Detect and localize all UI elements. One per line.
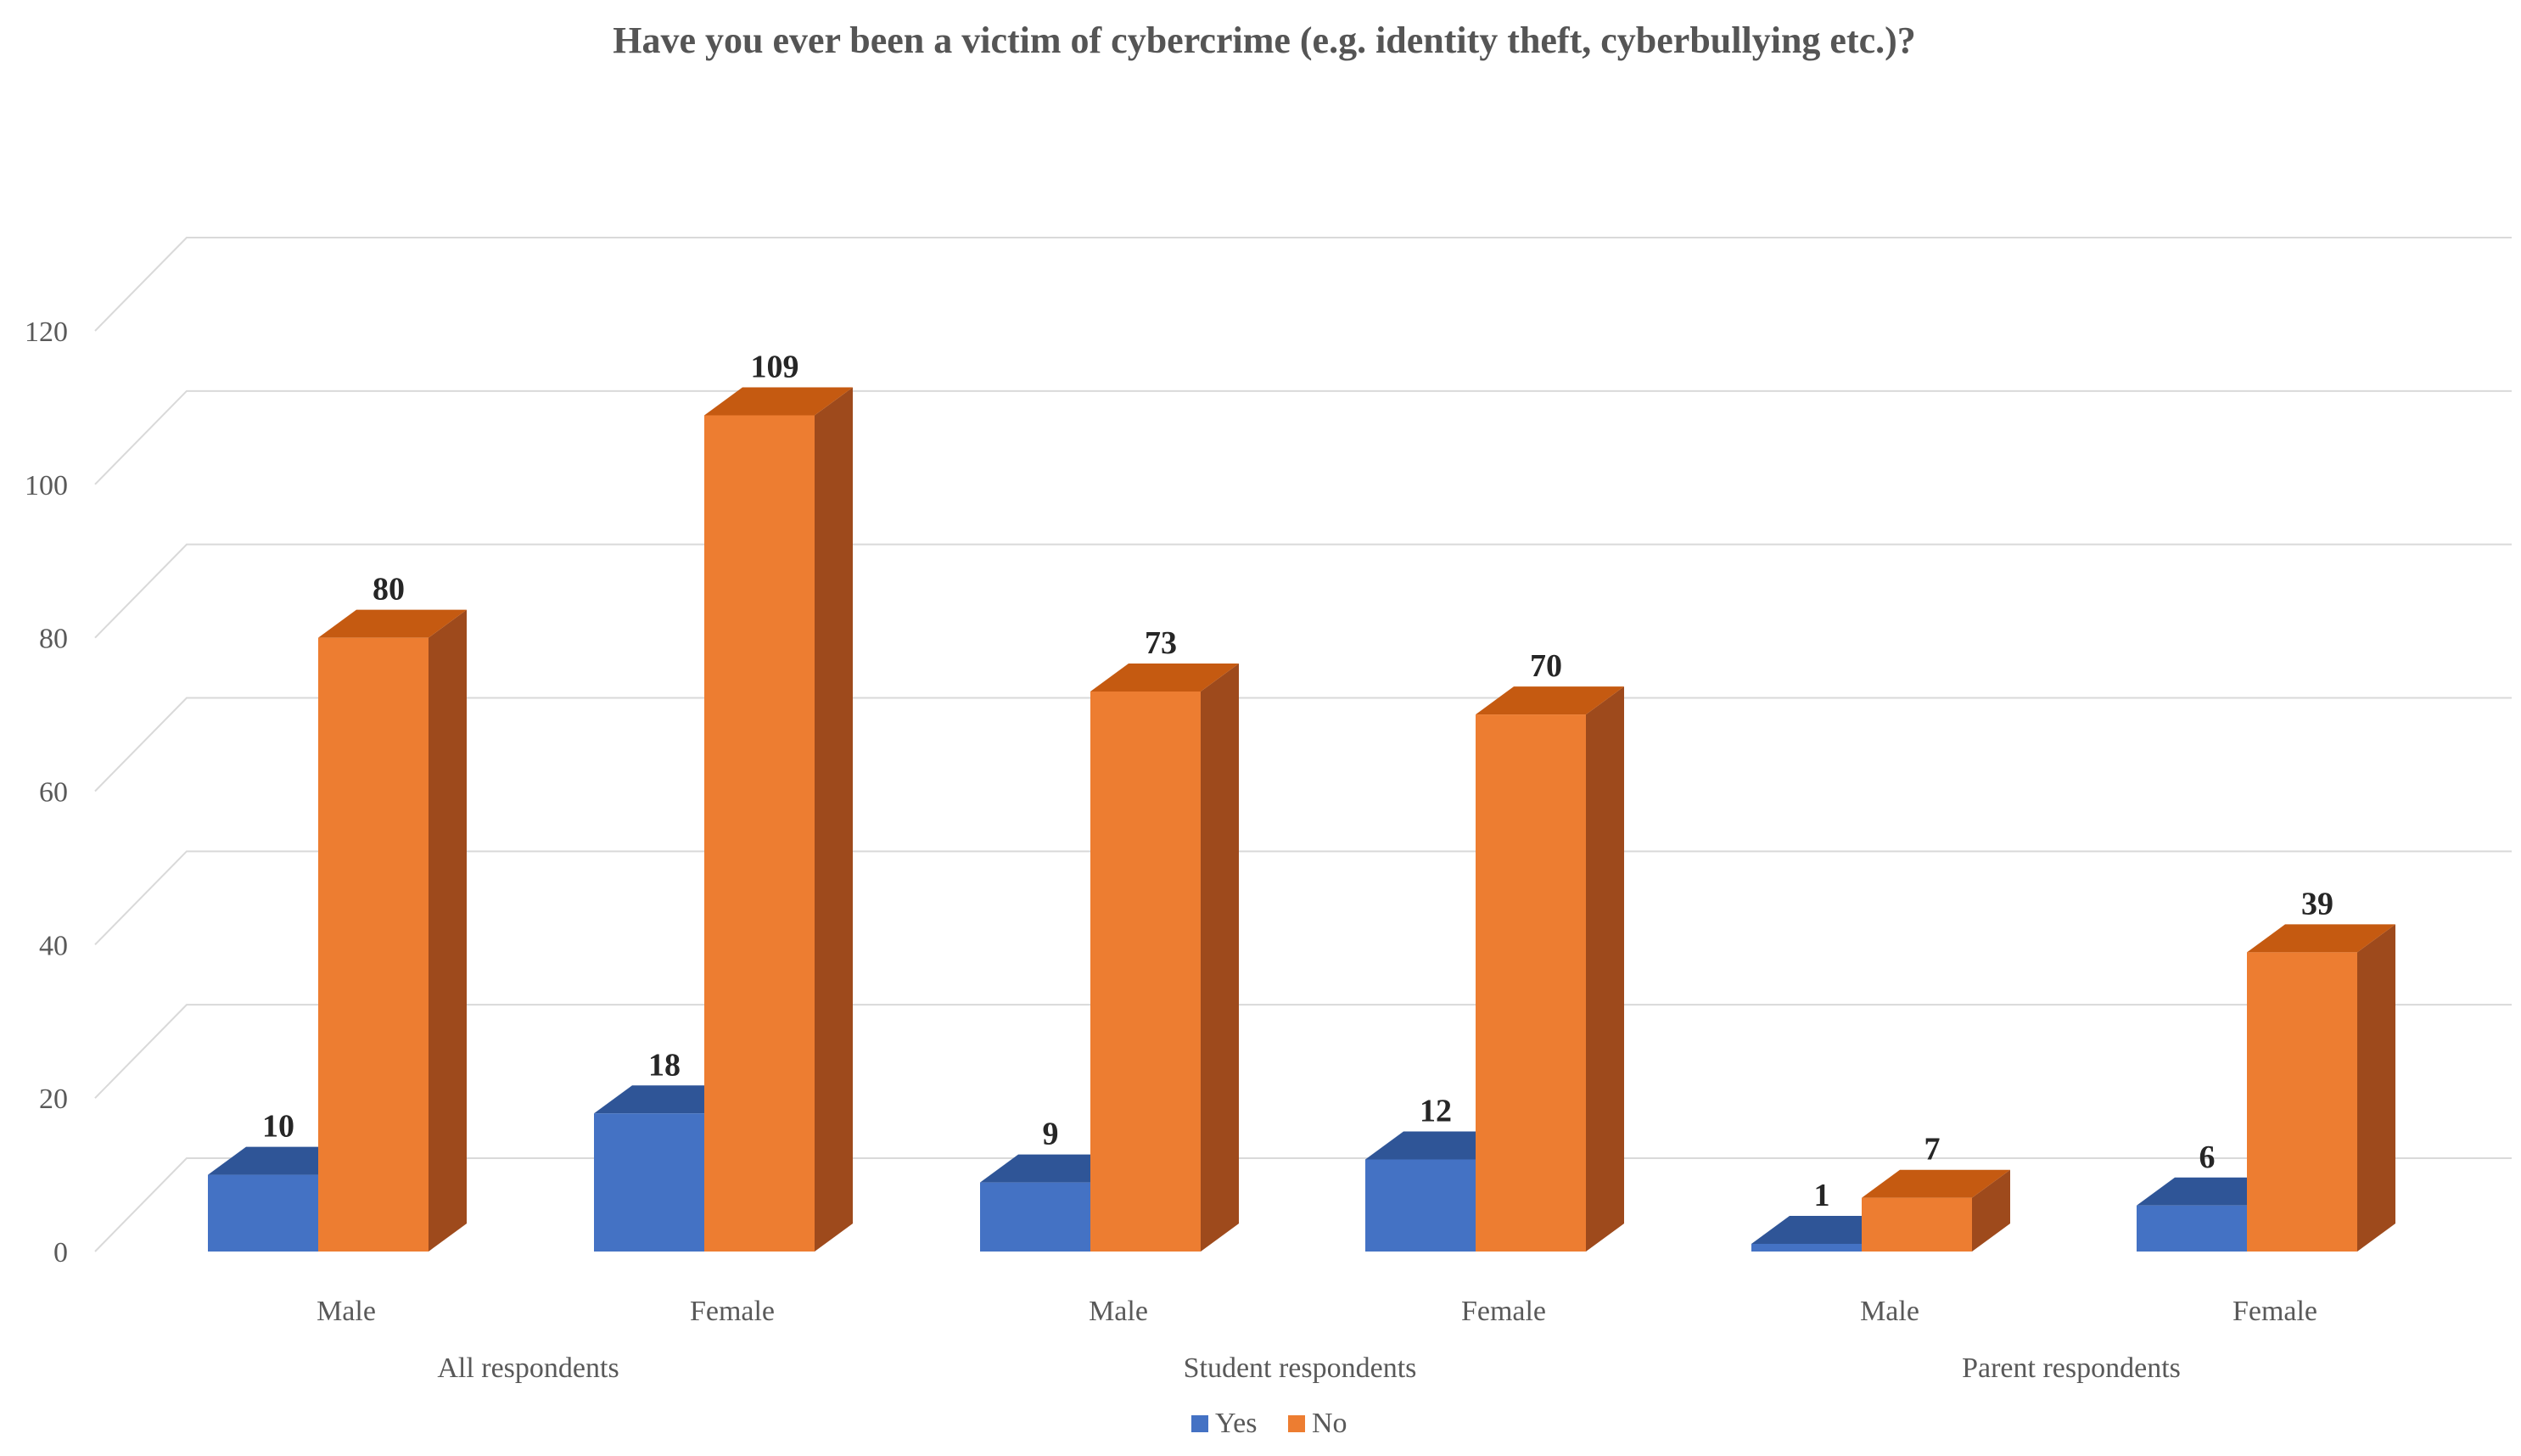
data-label: 73	[1145, 625, 1177, 661]
bar-front-face	[980, 1182, 1090, 1252]
bar-side-face	[429, 609, 467, 1252]
data-label: 1	[1814, 1178, 1830, 1213]
group-label: Parent respondents	[1962, 1352, 2181, 1384]
data-label: 39	[2301, 886, 2333, 921]
bars	[208, 387, 2395, 1252]
y-axis-ticks: 0 20 40 60 80 100 120	[25, 316, 68, 1268]
bar-top-face	[704, 387, 853, 416]
gridline	[94, 543, 2512, 639]
data-label: 109	[751, 349, 799, 384]
category-label: Female	[2232, 1296, 2317, 1327]
bar-front-face	[2247, 952, 2357, 1252]
y-tick-label: 120	[25, 316, 68, 348]
x-axis-categories: Male Female Male Female Male Female All respon…	[317, 1296, 2317, 1384]
bar-no-5	[2247, 924, 2395, 1252]
chart-title: Have you ever been a victim of cybercrim…	[613, 20, 1916, 61]
bar-side-face	[1972, 1169, 2010, 1252]
bar-front-face	[594, 1113, 704, 1252]
data-label: 12	[1420, 1094, 1452, 1129]
y-tick-label: 0	[53, 1237, 68, 1268]
data-label: 80	[373, 572, 405, 608]
bar-front-face	[1090, 691, 1201, 1252]
bar-front-face	[208, 1174, 318, 1252]
bar-top-face	[1476, 686, 1624, 715]
bar-no-0	[318, 609, 467, 1252]
y-tick-label: 40	[39, 930, 68, 961]
y-tick-label: 100	[25, 470, 68, 501]
gridline	[94, 389, 2512, 485]
bar-front-face	[1862, 1197, 1972, 1252]
legend-swatch	[1191, 1415, 1208, 1432]
bar-top-face	[2247, 924, 2395, 953]
gridline	[94, 1004, 2512, 1099]
bar-front-face	[1476, 714, 1586, 1252]
category-label: Female	[690, 1296, 775, 1327]
gridline	[94, 697, 2512, 792]
bar-no-1	[704, 387, 853, 1252]
legend: Yes No	[1191, 1408, 1347, 1439]
legend-label: No	[1312, 1408, 1347, 1439]
bar-no-2	[1090, 663, 1239, 1252]
data-label: 6	[2199, 1140, 2216, 1175]
bar-side-face	[2357, 924, 2395, 1252]
bar-front-face	[1751, 1243, 1862, 1252]
category-label: Male	[317, 1296, 376, 1327]
y-tick-label: 80	[39, 624, 68, 655]
bar-top-face	[1862, 1169, 2010, 1198]
bar-front-face	[318, 637, 429, 1252]
legend-item-no: No	[1288, 1408, 1347, 1439]
category-label: Male	[1860, 1296, 1919, 1327]
bar-front-face	[704, 415, 815, 1252]
bar-front-face	[2137, 1205, 2247, 1252]
gridline	[94, 1157, 2512, 1252]
bar-no-4	[1862, 1169, 2010, 1252]
bar-front-face	[1365, 1159, 1476, 1252]
gridline	[94, 850, 2512, 946]
gridlines	[94, 237, 2512, 1252]
data-label: 9	[1043, 1117, 1059, 1152]
data-labels: 10 80 18 109 9 73 12 70 1 7 6 39	[262, 349, 2333, 1213]
y-tick-label: 20	[39, 1084, 68, 1115]
bar-top-face	[318, 609, 467, 638]
legend-item-yes: Yes	[1191, 1408, 1257, 1439]
group-label: All respondents	[437, 1352, 619, 1384]
data-label: 10	[262, 1109, 294, 1145]
category-label: Female	[1461, 1296, 1546, 1327]
data-label: 70	[1530, 648, 1562, 684]
bar-top-face	[1090, 663, 1239, 692]
y-tick-label: 60	[39, 777, 68, 809]
gridline	[94, 237, 2512, 332]
legend-swatch	[1288, 1415, 1305, 1432]
group-label: Student respondents	[1184, 1352, 1417, 1384]
bar-side-face	[1586, 686, 1624, 1252]
category-label: Male	[1089, 1296, 1148, 1327]
bar-no-3	[1476, 686, 1624, 1252]
data-label: 18	[648, 1047, 681, 1083]
bar-side-face	[1201, 663, 1239, 1252]
legend-label: Yes	[1215, 1408, 1257, 1439]
data-label: 7	[1924, 1132, 1941, 1168]
bar-side-face	[815, 387, 853, 1252]
